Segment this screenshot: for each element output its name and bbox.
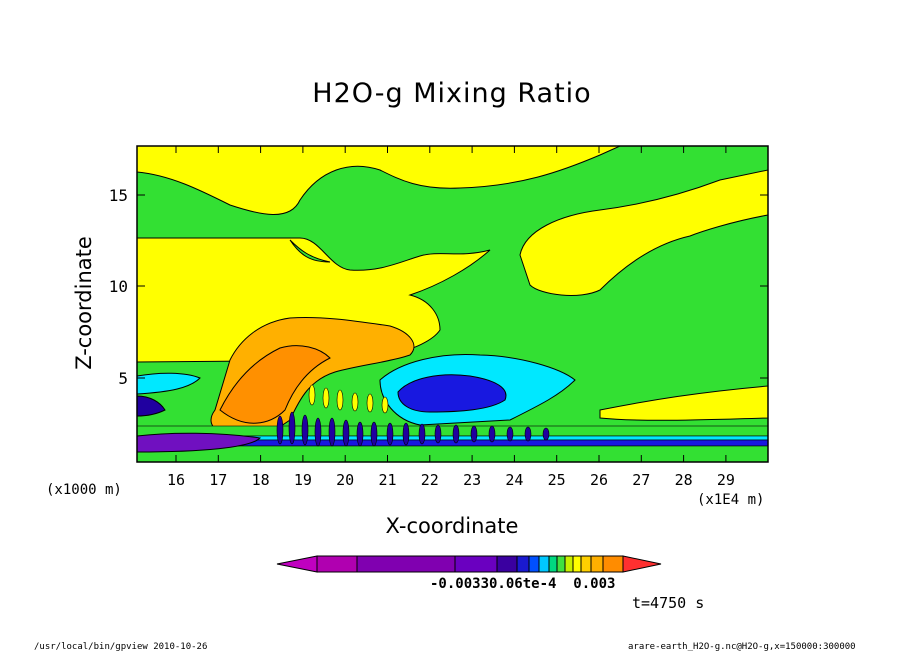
x-tick-label: 27: [632, 471, 650, 489]
y-tick-label: 15: [109, 186, 128, 205]
contour-yellow-upper: [137, 146, 621, 215]
contour-purple-bottom-left: [137, 432, 262, 453]
y-axis-label: Z-coordinate: [72, 236, 96, 370]
contour-dark-orange: [219, 345, 331, 424]
colorbar-segment: [590, 555, 604, 573]
x-tick-label: 20: [336, 471, 354, 489]
colorbar-segment: [496, 555, 518, 573]
colorbar-label-right: 0.003: [573, 576, 616, 592]
x-axis-label: X-coordinate: [385, 514, 519, 538]
x-ticks: 16 17 18 19 20 21 22 23 24 25 26 27 28 29: [167, 146, 735, 489]
colorbar-segment: [548, 555, 558, 573]
colorbar-segment: [356, 555, 456, 573]
colorbar-segment: [516, 555, 530, 573]
contour-band-green-bottom: [137, 445, 768, 462]
x-tick-label: 25: [548, 471, 566, 489]
x-tick-label: 21: [378, 471, 396, 489]
x-tick-label: 23: [463, 471, 481, 489]
x-tick-label: 16: [167, 471, 185, 489]
colorbar-right-arrow: [622, 555, 662, 573]
contour-green-inner-1: [289, 239, 331, 263]
x-tick-label: 19: [294, 471, 312, 489]
contour-field: [137, 146, 768, 462]
chart-title: H2O-g Mixing Ratio: [312, 78, 592, 109]
colorbar-segment: [538, 555, 550, 573]
y-tick-label: 5: [118, 369, 128, 388]
footer-right: arare-earth_H2O-g.nc@H2O-g,x=150000:3000…: [628, 642, 856, 652]
footer-left: /usr/local/bin/gpview 2010-10-26: [34, 642, 208, 652]
colorbar-segment: [528, 555, 540, 573]
x-tick-label: 18: [252, 471, 270, 489]
colorbar-labels: -0.00330.06te-4 0.003: [430, 576, 615, 592]
colorbar-label-left: -0.00330.06te-4: [430, 576, 557, 592]
x-unit-right: (x1E4 m): [697, 492, 765, 508]
x-tick-label: 24: [505, 471, 523, 489]
contour-purple-left: [137, 395, 166, 417]
colorbar-segment: [572, 555, 582, 573]
colorbar-segment: [580, 555, 592, 573]
colorbar-left-arrow: [276, 555, 318, 573]
x-tick-label: 22: [421, 471, 439, 489]
contour-blue: [397, 374, 507, 413]
y-tick-label: 10: [109, 277, 128, 296]
y-ticks: 5 10 15: [109, 186, 768, 388]
x-tick-label: 28: [675, 471, 693, 489]
x-tick-label: 29: [717, 471, 735, 489]
colorbar-segment: [564, 555, 574, 573]
x-unit-left: (x1000 m): [46, 482, 122, 498]
colorbar-segment: [316, 555, 358, 573]
x-tick-label: 26: [590, 471, 608, 489]
contour-yellow-upper-right: [519, 169, 768, 296]
plot-frame: [136, 145, 769, 463]
time-label: t=4750 s: [632, 594, 705, 612]
x-tick-label: 17: [209, 471, 227, 489]
contour-cyan-left: [137, 372, 201, 395]
colorbar: [276, 555, 662, 573]
contour-streaks-yellow: [308, 384, 389, 414]
colorbar-segment: [602, 555, 624, 573]
colorbar-segment: [454, 555, 498, 573]
contour-yellow-lower-right: [599, 385, 768, 421]
colorbar-segment: [556, 555, 566, 573]
contour-streaks: [276, 411, 550, 447]
